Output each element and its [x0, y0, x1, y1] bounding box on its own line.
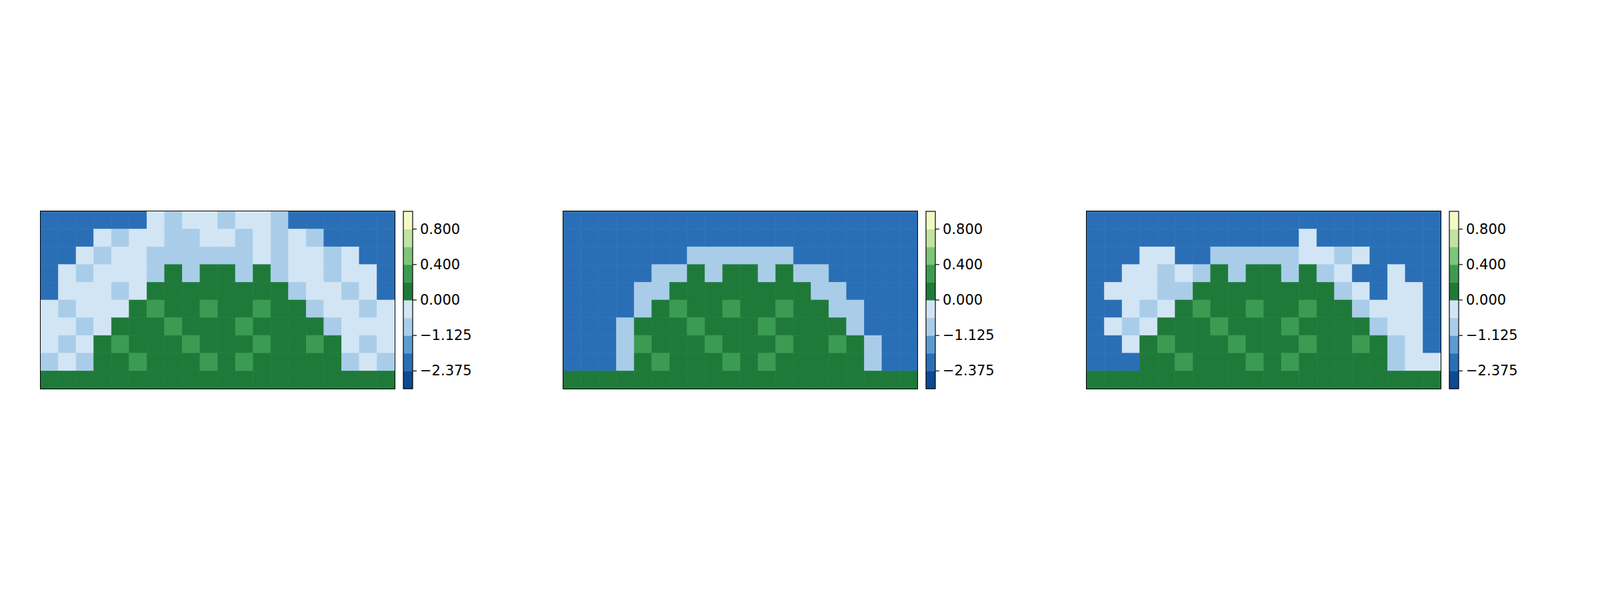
svg-text:0.400: 0.400: [1466, 256, 1506, 273]
svg-text:−1.125: −1.125: [420, 327, 472, 344]
svg-text:0.400: 0.400: [942, 256, 983, 273]
svg-text:0.400: 0.400: [420, 256, 460, 273]
svg-text:0.800: 0.800: [942, 221, 983, 238]
svg-text:0.800: 0.800: [420, 221, 460, 238]
svg-text:−1.125: −1.125: [1466, 327, 1518, 344]
svg-text:−2.375: −2.375: [420, 362, 472, 379]
svg-text:−2.375: −2.375: [1466, 362, 1518, 379]
svg-text:0.000: 0.000: [942, 292, 983, 308]
svg-text:−2.375: −2.375: [942, 362, 995, 379]
svg-text:0.000: 0.000: [1466, 292, 1506, 308]
svg-text:−1.125: −1.125: [942, 327, 995, 344]
svg-text:0.000: 0.000: [420, 292, 460, 308]
svg-text:0.800: 0.800: [1466, 221, 1506, 238]
